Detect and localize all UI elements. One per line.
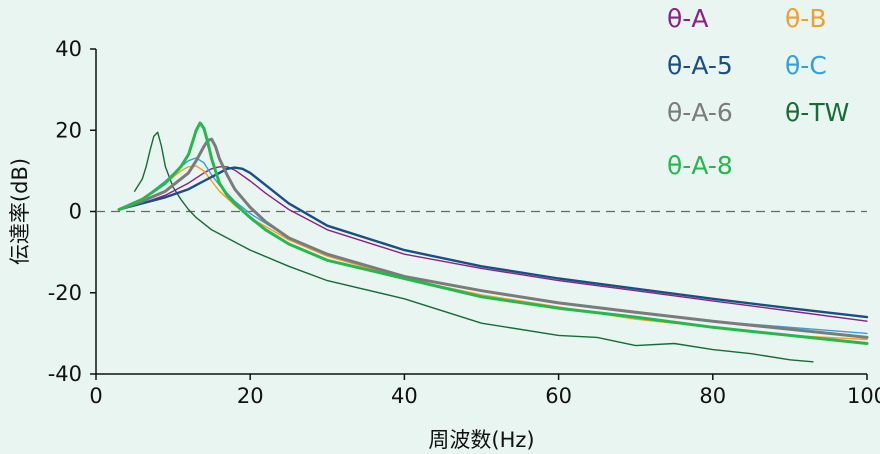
legend-entry: θ-A-6 (667, 98, 733, 127)
x-tick-label: 100 (847, 384, 880, 408)
legend-entry: θ-A-8 (667, 151, 733, 180)
y-tick-label: -40 (48, 362, 82, 386)
legend-entry: θ-B (785, 4, 826, 33)
series-line--a-6 (117, 137, 869, 339)
y-axis-title: 伝達率(dB) (8, 158, 32, 265)
series-line--a-8 (117, 121, 869, 345)
x-tick-label: 40 (391, 384, 418, 408)
x-tick-label: 20 (237, 384, 264, 408)
x-tick-label: 0 (89, 384, 102, 408)
x-tick-label: 60 (545, 384, 572, 408)
legend-entry: θ-C (785, 51, 827, 80)
series-line--tw (133, 131, 814, 363)
series-line--b (118, 165, 868, 341)
x-tick-label: 80 (699, 384, 726, 408)
series-line--a-5 (117, 166, 869, 319)
legend-entry: θ-A-5 (667, 51, 733, 80)
y-tick-label: 40 (55, 37, 82, 61)
y-tick-label: 0 (69, 200, 82, 224)
x-axis-title: 周波数(Hz) (428, 428, 534, 452)
y-tick-label: 20 (55, 118, 82, 142)
series-line--a (118, 166, 868, 322)
legend-entry: θ-TW (785, 98, 849, 127)
y-tick-label: -20 (48, 281, 82, 305)
legend-entry: θ-A (667, 4, 708, 33)
